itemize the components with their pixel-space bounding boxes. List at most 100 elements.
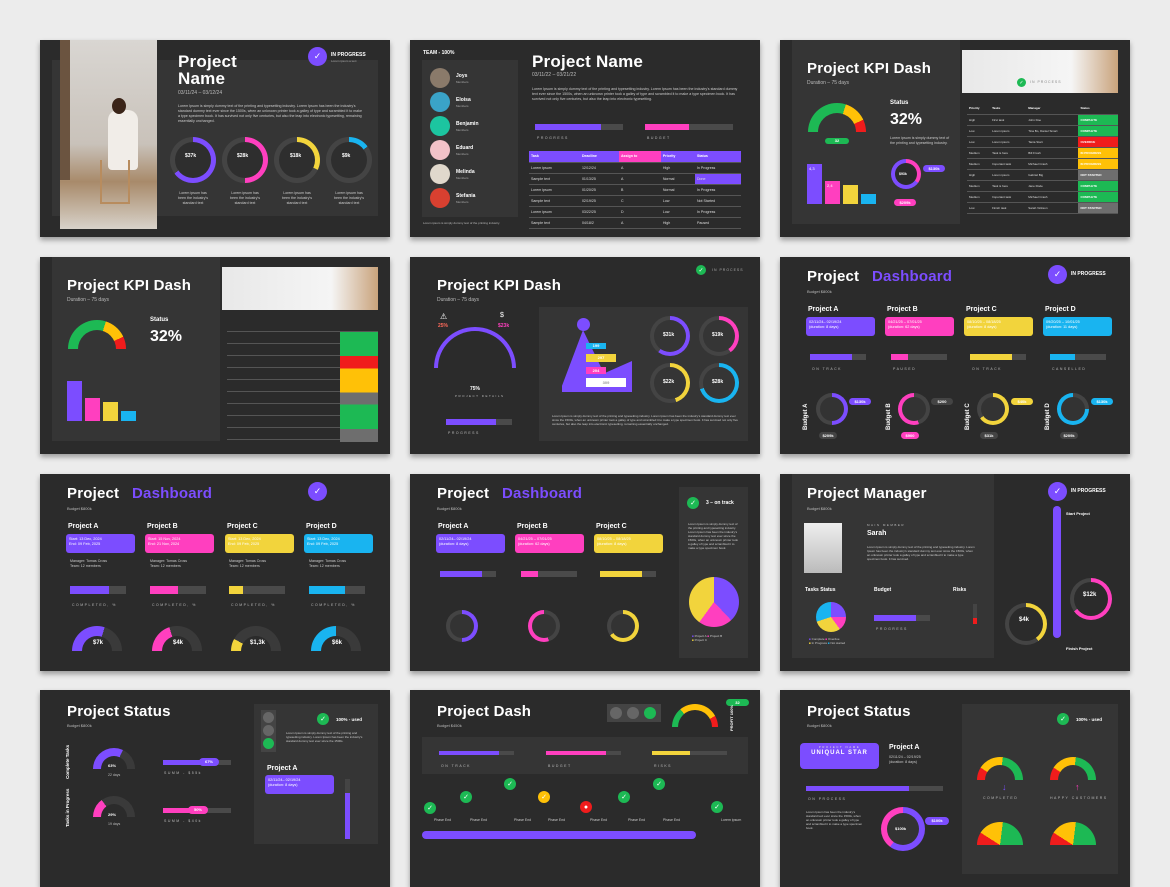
funnel-204: 204	[586, 367, 606, 374]
milestone-icon: ✓	[711, 801, 723, 813]
project-d-bar	[1050, 354, 1106, 360]
project-c-card: 08/10/25 – 08/18/25 (duration: 8 days)	[594, 534, 663, 553]
slide-project-name-team[interactable]: TEAM - 100% Joys Members Eloisa Members …	[410, 40, 760, 237]
used-label: 100% - used	[336, 717, 363, 722]
profit-value: 32	[726, 699, 749, 706]
slide-project-manager[interactable]: Project Manager Budget $800k MAIN MEMBER…	[780, 474, 1130, 671]
check-circle-icon: ✓	[687, 497, 699, 509]
slide-project-dashboard-pie[interactable]: Project Dashboard Budget $800k Project A…	[410, 474, 760, 671]
project-c-card: Start: 13 Dec, 2024 End: 09 Feb, 2025	[225, 534, 294, 553]
status-badge: IN PROGRESS	[1071, 488, 1106, 494]
status-text: Lorem ipsum is simply dummy text of the …	[890, 136, 950, 145]
phase1-pill: $130k	[849, 398, 871, 405]
slide-project-status-gauges[interactable]: Project Status Budget $800k PROJECT NAME…	[780, 690, 1130, 887]
budget-a-value: $7k	[93, 640, 104, 646]
slide-title-a: Project	[437, 485, 490, 502]
value-4k: $4k	[1019, 617, 1030, 623]
ring-2-value: $28k	[237, 153, 249, 159]
project-c-name: Project C	[966, 306, 997, 313]
date-range: 03/11/22 – 03/21/22	[532, 72, 577, 78]
budget-gauge-c	[231, 626, 281, 651]
project-d-status: CANSELLED	[1052, 367, 1087, 371]
photo-desk	[222, 267, 378, 310]
phase-label: Phase End	[663, 818, 681, 822]
speed-label: PROJECT DETAILS	[455, 394, 505, 398]
project-a-card: Start: 13 Dec, 2024 End: 09 Feb, 2025	[66, 534, 135, 553]
project-a-bar	[440, 571, 496, 577]
project-b-card: 04/21/25 – 07/01/25 (duration: 62 days)	[885, 317, 954, 336]
slide-project-dashboard-4[interactable]: Project Dashboard Budget $800k ✓ IN PROG…	[780, 257, 1130, 454]
check-circle-icon: ✓	[1048, 482, 1067, 501]
budget-label: BUDGET	[548, 764, 572, 768]
member-name: Sarah	[867, 530, 887, 537]
col-header: Task	[529, 151, 580, 163]
timeline	[1053, 506, 1061, 638]
slide-project-dash-timeline[interactable]: Project Dash Budget $450k 32 PROFIT 100%…	[410, 690, 760, 887]
check-circle-icon: ✓	[308, 482, 327, 501]
project-c-bar	[600, 571, 656, 577]
budget: Budget $800k	[67, 723, 92, 728]
budget-value: $23k	[498, 323, 510, 329]
bar-pg	[67, 381, 82, 421]
manager-b: Manager: Tomas Cross Team: 12 members	[150, 559, 188, 568]
slide-project-status[interactable]: Project Status Budget $800k Complete Tas…	[40, 690, 390, 887]
status-badge: IN PROGRESS	[331, 52, 366, 58]
progress-label: PROGRESS	[537, 136, 569, 140]
milestone-icon: ✓	[460, 791, 472, 803]
risks-label: RISKS	[654, 764, 673, 768]
project-b-bar	[521, 571, 577, 577]
budget-bar	[645, 124, 733, 130]
status-value: 32%	[150, 328, 183, 345]
member-avatar	[430, 68, 450, 88]
side-panel	[962, 704, 1118, 874]
member-role: Members	[456, 152, 469, 156]
project-b-name: Project B	[517, 523, 548, 530]
slide-project-name-photo[interactable]: Project Name 03/11/24 – 03/12/24 ✓ IN PR…	[40, 40, 390, 237]
member-name: Eloisa	[456, 97, 471, 103]
ring-1-caption: Lorem ipsum has been the industry's stan…	[177, 191, 209, 205]
project-b-bar	[891, 354, 947, 360]
value-12k: $12k	[1083, 592, 1097, 598]
duration: Duration – 75 days	[807, 80, 849, 86]
on-process-label: ON PROCESS	[808, 797, 847, 801]
member-name: Joys	[456, 73, 468, 79]
vertical-progress	[345, 779, 350, 839]
budget: Budget $800k	[437, 506, 462, 511]
milestone-icon: ●	[580, 801, 592, 813]
table-row: Medium Task is here Bill Frosh IN PROGRESS	[967, 147, 1118, 159]
arrow-down-icon: ↓	[1002, 782, 1007, 792]
manager-d: Manager: Tomas Cross Team: 12 members	[309, 559, 347, 568]
table-row: Medium Task is here Jane Rode COMPLETE	[967, 180, 1118, 192]
slide-kpi-dash-table-2[interactable]: Project KPI Dash Duration – 75 days Stat…	[40, 257, 390, 454]
budget-c-ring	[607, 610, 639, 642]
budget-b-value: $4k	[173, 640, 184, 646]
ring-value: $19k	[712, 332, 724, 338]
project-name-card: PROJECT NAME UNIQUAL STAR	[800, 743, 879, 769]
completed-a	[70, 586, 126, 594]
ring-28k	[699, 363, 739, 403]
ring-3-value: $18k	[290, 153, 302, 159]
check-circle-icon: ✓	[1048, 265, 1067, 284]
ring-4k	[1005, 603, 1047, 645]
table-row: Medium Important task Michael Crash COMPLET…	[967, 191, 1118, 203]
side-title: 3 – on track	[706, 500, 734, 506]
progress-bar	[535, 124, 623, 130]
completed-c	[229, 586, 285, 594]
budget-c-value: $1,3k	[250, 640, 266, 646]
slide-kpi-dash-table[interactable]: Project KPI Dash Duration – 75 days ✓ IN…	[780, 40, 1130, 237]
budget: Budget $800k	[807, 506, 832, 511]
spent-pill: $130k	[923, 165, 945, 172]
slide-kpi-dash-funnel[interactable]: Project KPI Dash Duration – 75 days ✓ IN…	[410, 257, 760, 454]
team-label: TEAM - 100%	[423, 50, 455, 56]
on-track-label: ON TRACK	[441, 764, 472, 768]
status-value: 32%	[890, 111, 923, 128]
phase2-pill: $31k	[980, 432, 998, 439]
traffic-light	[261, 710, 276, 752]
slide-project-dashboard-details[interactable]: Project Dashboard Budget $800k ✓ Project…	[40, 474, 390, 671]
status-badge-sub: Lorem ipsum a text	[331, 59, 357, 63]
col-header: Assign to	[618, 151, 661, 163]
budget-c-ring	[977, 393, 1009, 425]
status-label: Status	[890, 100, 909, 106]
budget-c-label: Budget C	[965, 403, 971, 430]
project-c-name: Project C	[227, 523, 258, 530]
